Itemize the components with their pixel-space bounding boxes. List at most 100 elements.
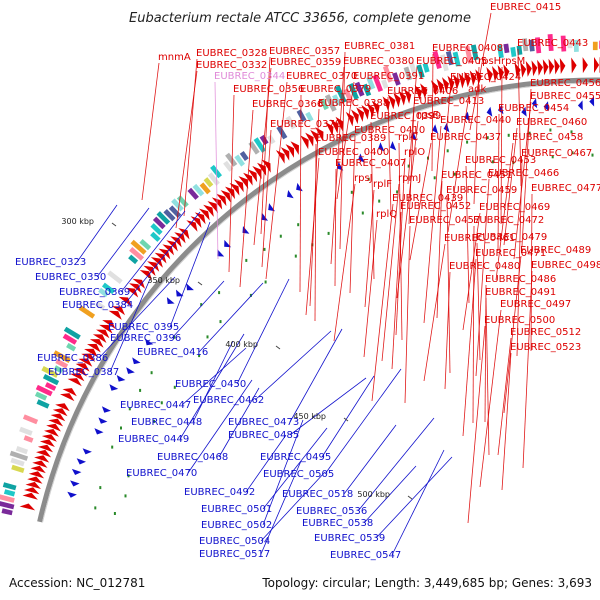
forward-gene-arrow	[25, 481, 41, 489]
forward-gene-arrow	[436, 78, 444, 94]
cog-block	[199, 182, 211, 195]
gc-skew-mark	[591, 153, 594, 157]
forward-gene-label: EUBREC_0456	[530, 78, 600, 89]
forward-gene-arrow	[87, 343, 101, 353]
reverse-gene-label: EUBREC_0386	[37, 353, 108, 364]
forward-gene-arrow	[582, 57, 588, 74]
forward-gene-arrow	[398, 90, 406, 106]
forward-gene-label: EUBREC_0359	[270, 57, 341, 68]
forward-gene-label: EUBREC_0497	[500, 299, 571, 310]
gc-skew-mark	[264, 280, 267, 284]
cog-block	[192, 183, 205, 197]
forward-gene-label: EUBREC_0457	[409, 215, 480, 226]
label-leader	[404, 225, 411, 404]
cog-block	[239, 151, 249, 161]
cog-block	[78, 305, 96, 319]
label-leader	[175, 70, 198, 229]
label-leader	[513, 101, 532, 260]
cog-block	[0, 501, 15, 510]
cog-block	[11, 464, 25, 473]
label-leader	[265, 81, 288, 280]
forward-gene-arrow	[330, 119, 339, 134]
cog-block	[35, 384, 53, 397]
cog-block	[392, 72, 401, 86]
tick-mark	[275, 345, 281, 350]
forward-gene-arrow	[366, 102, 375, 118]
forward-gene-label: EUBREC_0379	[300, 84, 371, 95]
label-leader	[423, 125, 442, 324]
label-leader	[171, 280, 225, 339]
forward-gene-label: EUBREC_0388	[318, 98, 389, 109]
forward-gene-label: EUBREC_0391	[353, 71, 424, 82]
forward-gene-arrow	[220, 190, 231, 203]
label-leader	[446, 195, 451, 374]
position-ticks: 300 kbp 350 kbp 400 kbp 450 kbp 500 kbp	[61, 217, 413, 500]
forward-gene-label: rplO	[404, 147, 425, 158]
cog-block	[23, 435, 34, 443]
reverse-gene-arrow	[217, 249, 225, 257]
label-leader	[262, 427, 328, 510]
label-leader	[473, 66, 480, 205]
label-leader	[324, 368, 402, 475]
label-leader	[423, 243, 446, 382]
cog-block	[408, 61, 418, 77]
label-leader	[330, 66, 345, 265]
tick-mark	[197, 281, 203, 286]
label-leader	[120, 210, 186, 293]
label-leader	[408, 106, 415, 225]
reverse-gene-arrow	[132, 357, 141, 365]
forward-gene-arrow	[75, 363, 90, 372]
label-leader	[260, 56, 271, 235]
reverse-gene-label: EUBREC_0473	[228, 417, 299, 428]
gc-skew-mark	[367, 177, 370, 181]
label-leader	[476, 242, 481, 361]
tick-label: 450 kbp	[293, 412, 326, 421]
forward-gene-arrow	[84, 348, 98, 358]
cog-block	[2, 482, 17, 491]
forward-gene-arrow	[225, 186, 235, 200]
forward-gene-label: EUBREC_0500	[484, 315, 555, 326]
reverse-gene-arrow	[521, 106, 527, 117]
forward-gene-arrow	[190, 216, 202, 228]
forward-gene-arrow	[129, 283, 142, 294]
cog-block	[62, 333, 78, 345]
gc-skew-mark	[120, 426, 122, 430]
forward-gene-label: rplF	[373, 179, 392, 190]
cog-block	[156, 211, 171, 225]
gc-skew-mark	[128, 407, 131, 411]
reverse-gene-arrow	[296, 182, 303, 192]
cog-block	[343, 88, 354, 103]
forward-gene-label: EUBREC_0467	[521, 148, 592, 159]
cog-block	[3, 489, 16, 497]
label-leader	[187, 379, 253, 474]
reverse-gene-arrow	[101, 406, 111, 413]
reverse-gene-label: EUBREC_0384	[62, 300, 133, 311]
forward-gene-arrow	[81, 353, 96, 362]
cog-block	[187, 187, 199, 200]
reverse-gene-label: EUBREC_0468	[157, 452, 228, 463]
forward-gene-label: EUBREC_0489	[520, 245, 591, 256]
label-leader	[364, 189, 375, 308]
forward-gene-label: EUBREC_0399	[370, 111, 441, 122]
forward-gene-arrow	[147, 261, 160, 272]
forward-gene-arrow	[199, 208, 210, 221]
cog-block	[248, 141, 260, 155]
forward-gene-label: rpmJ	[398, 173, 421, 184]
label-leader	[109, 278, 151, 373]
cog-block	[225, 152, 238, 167]
forward-gene-label: EUBREC_0461	[444, 233, 515, 244]
forward-gene-label: EUBREC_0469	[479, 202, 550, 213]
label-leader	[336, 81, 355, 200]
cog-block	[10, 457, 25, 467]
reverse-gene-arrow	[410, 131, 417, 141]
reverse-gene-label: EUBREC_0470	[126, 468, 197, 479]
reverse-gene-arrow	[145, 338, 154, 346]
cog-block	[19, 426, 33, 436]
gc-skew-mark	[249, 293, 252, 297]
cog-block	[372, 74, 383, 92]
forward-gene-label: EUBREC_0378	[270, 119, 341, 130]
reverse-gene-label: EUBREC_0538	[302, 518, 373, 529]
label-leader	[181, 347, 247, 406]
forward-gene-arrow	[203, 204, 214, 217]
